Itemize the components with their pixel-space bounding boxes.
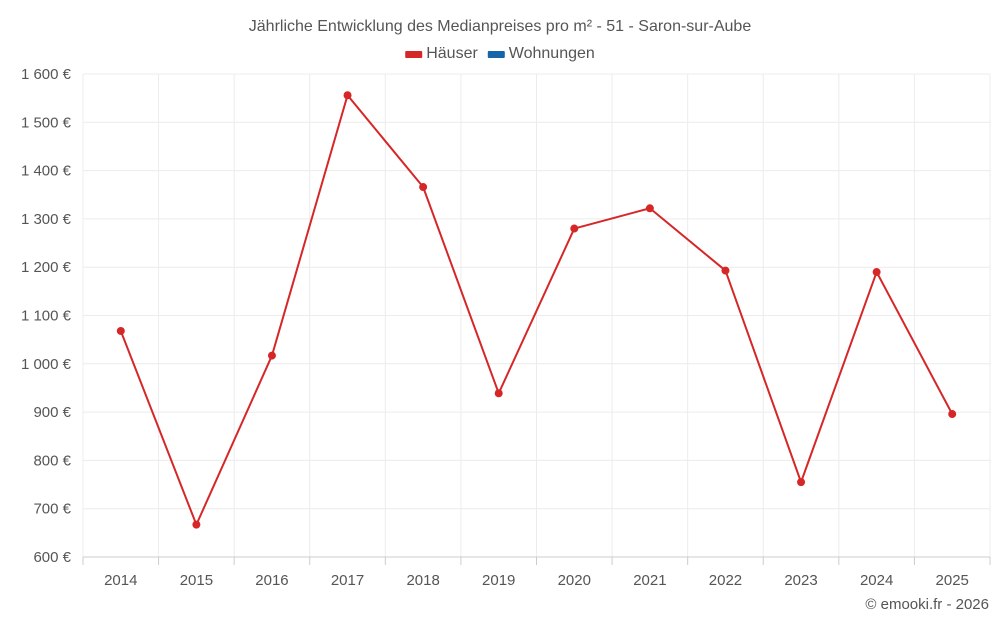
- x-tick-label: 2019: [482, 572, 515, 589]
- x-tick-label: 2016: [255, 572, 288, 589]
- data-point[interactable]: [267, 351, 276, 360]
- x-tick-label: 2024: [860, 572, 893, 589]
- chart-title: Jährliche Entwicklung des Medianpreises …: [249, 18, 752, 35]
- data-point[interactable]: [948, 410, 957, 419]
- data-point[interactable]: [419, 183, 428, 192]
- x-tick-label: 2025: [936, 572, 969, 589]
- data-point[interactable]: [645, 204, 654, 213]
- data-point[interactable]: [343, 91, 352, 100]
- data-point[interactable]: [797, 478, 806, 487]
- y-tick-label: 1 000 €: [21, 356, 72, 373]
- credit-text: © emooki.fr - 2026: [865, 596, 989, 613]
- x-tick-label: 2018: [406, 572, 439, 589]
- data-point[interactable]: [872, 268, 881, 277]
- x-tick-label: 2015: [180, 572, 213, 589]
- legend-swatch: [405, 51, 423, 58]
- x-axis-ticks: 2014 2015 2016 2017 2018 2019 2020 2021 2022 2023…: [82, 557, 991, 589]
- x-tick-label: 2023: [784, 572, 817, 589]
- y-tick-label: 700 €: [33, 501, 71, 518]
- legend: Häuser Wohnungen: [405, 45, 595, 62]
- legend-swatch: [487, 51, 505, 58]
- y-tick-label: 1 200 €: [21, 259, 72, 276]
- y-axis-ticks: 600 € 700 € 800 € 900 € 1 000 € 1 100 € 1 200 …: [21, 66, 72, 566]
- data-point[interactable]: [721, 266, 730, 275]
- y-tick-label: 800 €: [33, 452, 71, 469]
- legend-label: Häuser: [426, 45, 478, 62]
- x-tick-label: 2017: [331, 572, 364, 589]
- y-tick-label: 900 €: [33, 404, 71, 421]
- y-tick-label: 1 500 €: [21, 114, 72, 131]
- legend-item[interactable]: Häuser: [405, 45, 478, 62]
- legend-label: Wohnungen: [509, 45, 595, 62]
- y-tick-label: 1 400 €: [21, 163, 72, 180]
- data-point[interactable]: [494, 389, 503, 398]
- x-tick-label: 2014: [104, 572, 137, 589]
- series-line: [119, 94, 954, 526]
- data-point[interactable]: [570, 224, 579, 233]
- y-tick-label: 1 600 €: [21, 66, 72, 83]
- data-point[interactable]: [192, 520, 201, 529]
- y-tick-label: 1 100 €: [21, 308, 72, 325]
- series-layer: [116, 91, 957, 529]
- x-tick-label: 2022: [709, 572, 742, 589]
- y-tick-label: 600 €: [33, 549, 71, 566]
- y-tick-label: 1 300 €: [21, 211, 72, 228]
- data-point[interactable]: [116, 326, 125, 335]
- series-häuser: [116, 91, 957, 529]
- legend-item[interactable]: Wohnungen: [487, 45, 595, 62]
- x-tick-label: 2020: [558, 572, 591, 589]
- x-tick-label: 2021: [633, 572, 666, 589]
